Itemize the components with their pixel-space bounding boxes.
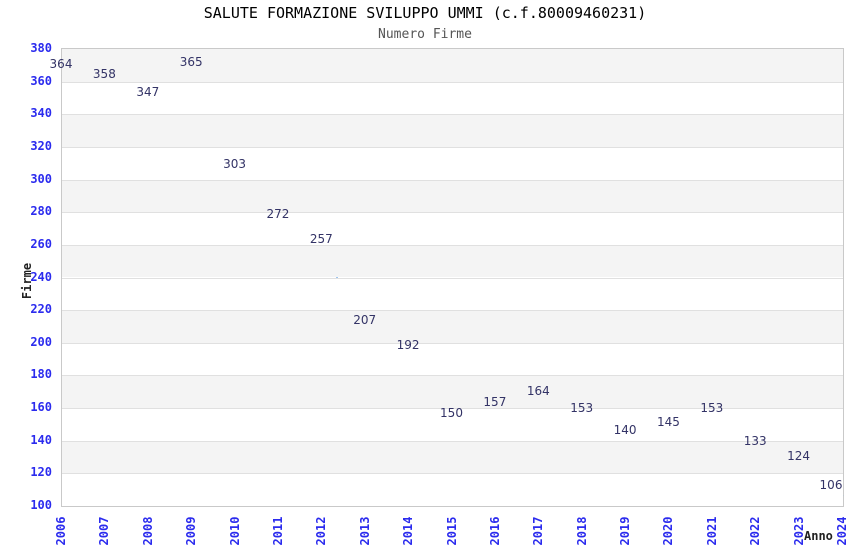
x-tick-label: 2019 [618,516,633,546]
chart-subtitle: Numero Firme [378,27,472,42]
grid-band [62,277,843,311]
x-tick-label: 2014 [401,516,416,546]
data-label: 365 [179,55,203,70]
data-label: 124 [787,448,811,463]
grid-line [62,440,843,442]
x-tick-label: 2016 [487,516,502,546]
grid-line [62,277,843,279]
grid-band [62,146,843,180]
data-label: 153 [570,401,594,416]
data-label: 303 [223,156,246,171]
data-label: 140 [613,422,637,437]
grid-line [62,146,843,148]
x-tick-label: 2006 [54,516,68,546]
x-axis-title: Anno [804,529,833,543]
y-tick-label: 280 [30,204,52,219]
grid-line [62,114,843,116]
x-tick-label: 2009 [184,516,199,546]
y-tick-label: 320 [30,138,52,153]
y-tick-label: 160 [30,400,52,415]
grid-line [62,473,843,475]
x-tick-label: 2010 [227,516,242,546]
grid-band [62,179,843,213]
x-tick-label: 2012 [314,516,329,546]
grid-band [62,440,843,474]
data-label: 207 [353,313,377,328]
grid-band [62,244,843,278]
grid-band [62,114,843,147]
grid-line [62,212,843,214]
y-tick-label: 200 [30,334,52,349]
x-tick-label: 2008 [140,516,155,546]
data-label: 364 [49,57,73,72]
y-axis-title: Firme [20,262,34,300]
grid-band [62,408,843,441]
grid-line [62,310,843,312]
grid-line [62,244,843,246]
data-label: 153 [700,401,724,416]
x-tick-label: 2022 [748,516,763,546]
chart-title: SALUTE FORMAZIONE SVILUPPO UMMI (c.f.800… [203,4,647,22]
x-tick-label: 2011 [270,516,285,546]
grid-line [62,81,843,83]
y-tick-label: 240 [30,269,52,284]
x-tick-label: 2021 [704,516,719,546]
grid-band [62,212,843,245]
x-tick-label: 2024 [835,516,849,546]
y-tick-label: 260 [30,236,52,251]
y-tick-label: 140 [30,432,52,447]
data-label: 157 [483,394,507,409]
grid-band [62,375,843,409]
y-tick-label: 100 [30,498,52,512]
grid-line [62,408,843,410]
y-tick-label: 120 [30,465,52,480]
y-tick-label: 380 [30,41,52,55]
y-tick-label: 220 [30,302,52,317]
data-label: 192 [396,337,420,352]
data-label: 257 [309,231,333,246]
data-label: 145 [656,414,680,429]
grid-line [62,375,843,377]
data-label: 272 [266,207,290,222]
data-label: 164 [526,383,550,398]
grid-band [62,310,843,343]
y-tick-label: 340 [30,106,52,121]
data-label: 347 [136,84,160,99]
x-tick-label: 2018 [574,516,589,546]
grid-band [62,49,843,82]
x-tick-label: 2013 [357,516,372,546]
grid-band [62,342,843,376]
y-tick-label: 300 [30,171,52,186]
grid-band [62,473,843,506]
grid-band [62,81,843,115]
data-label: 106 [819,478,843,493]
data-label: 358 [92,66,116,81]
x-tick-label: 2015 [444,516,459,546]
plot-area [61,48,844,507]
data-label: 150 [440,406,463,421]
x-tick-label: 2017 [531,516,546,546]
grid-line [62,342,843,344]
grid-line [62,179,843,181]
data-label: 133 [743,434,767,449]
x-tick-label: 2007 [97,516,112,546]
x-tick-label: 2020 [661,516,676,546]
y-tick-label: 180 [30,367,52,382]
y-tick-label: 360 [30,73,52,88]
